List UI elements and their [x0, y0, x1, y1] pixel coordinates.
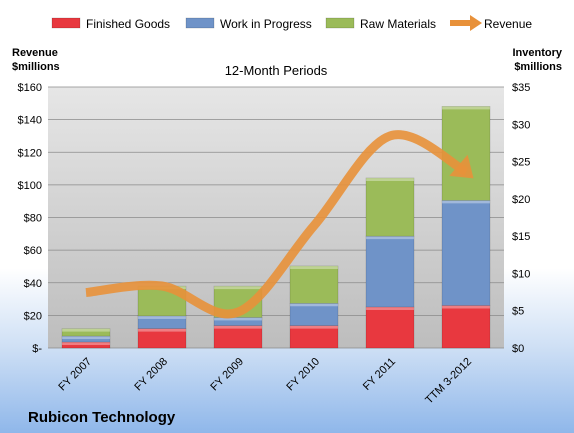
right-tick-label: $35 [512, 82, 530, 94]
x-tick-label: TTM 3-2012 [423, 356, 474, 407]
revenue-arrowhead [449, 154, 474, 179]
bar-highlight [366, 306, 414, 310]
bars [61, 106, 491, 349]
revenue-line-path [85, 130, 469, 319]
right-tick-label: $0 [512, 343, 524, 355]
bar-highlight [214, 325, 262, 329]
legend-item: Raw Materials [325, 17, 436, 31]
company-name: Rubicon Technology [28, 409, 176, 426]
right-tick-label: $20 [512, 194, 530, 206]
bar-work-in-progress [441, 200, 491, 306]
bar-segment [137, 315, 187, 329]
left-tick-label: $20 [24, 310, 42, 322]
bar-highlight [366, 177, 414, 181]
left-axis-title-line2: $millions [12, 61, 60, 73]
bar-raw-materials [289, 265, 339, 304]
bar-raw-materials [365, 177, 415, 237]
bar-raw-materials [441, 106, 491, 201]
left-tick-label: $120 [18, 147, 42, 159]
left-tick-label: $- [32, 343, 42, 355]
legend-label: Finished Goods [86, 17, 170, 31]
x-axis-ticks: FY 2007 FY 2008 FY 2009 FY 2010 FY 2011 TTM 3… [56, 356, 474, 407]
bar-highlight [62, 342, 110, 346]
left-tick-label: $160 [18, 82, 42, 94]
left-axis-ticks: $- $20 $40 $60 $80 $100 $120 $140 $160 [18, 82, 43, 355]
bar-highlight [62, 336, 110, 340]
legend-swatch [51, 17, 81, 29]
revenue-line [85, 130, 474, 319]
left-tick-label: $80 [24, 213, 42, 225]
bar-segment [213, 325, 263, 349]
legend-swatch [185, 17, 215, 29]
left-axis-title-line1: Revenue [12, 47, 58, 59]
bar-highlight [442, 305, 490, 309]
bar-segment [289, 265, 339, 304]
right-tick-label: $5 [512, 306, 524, 318]
bar-highlight [366, 236, 414, 240]
left-tick-label: $140 [18, 115, 42, 127]
right-tick-label: $25 [512, 157, 530, 169]
left-tick-label: $40 [24, 278, 42, 290]
bar-finished-goods [213, 325, 263, 349]
gridlines [48, 86, 504, 349]
bar-segment [365, 306, 415, 349]
legend-item: Finished Goods [51, 17, 170, 31]
legend-label: Work in Progress [220, 17, 312, 31]
x-tick-label: FY 2009 [208, 356, 246, 394]
legend-item: Work in Progress [185, 17, 312, 31]
bar-segment [289, 303, 339, 326]
bar-segment [213, 317, 263, 326]
right-axis-title-line1: Inventory [512, 47, 562, 59]
bar-highlight [138, 315, 186, 319]
bar-segment [441, 305, 491, 349]
bar-segment [365, 177, 415, 237]
x-tick-label: FY 2008 [132, 356, 170, 394]
legend-label: Raw Materials [360, 17, 436, 31]
bar-segment [441, 106, 491, 201]
legend-item: Revenue [450, 15, 532, 31]
bar-highlight [214, 286, 262, 290]
bar-highlight [214, 317, 262, 321]
bar-work-in-progress [289, 303, 339, 326]
right-tick-label: $15 [512, 231, 530, 243]
right-axis-title-line2: $millions [514, 61, 562, 73]
bar-highlight [290, 303, 338, 307]
x-tick-label: FY 2011 [361, 356, 398, 393]
bar-segment [441, 200, 491, 306]
bar-segment [365, 235, 415, 308]
right-axis-ticks: $0 $5 $10 $15 $20 $25 $30 $35 [512, 82, 530, 355]
bar-finished-goods [441, 305, 491, 349]
bar-highlight [62, 328, 110, 332]
legend: Finished Goods Work in Progress Raw Materi… [51, 15, 532, 31]
bar-highlight [442, 106, 490, 110]
bar-finished-goods [365, 306, 415, 349]
bar-highlight [138, 328, 186, 332]
legend-swatch [325, 17, 355, 29]
bar-highlight [442, 200, 490, 204]
bar-raw-materials [137, 285, 187, 317]
bar-segment [61, 335, 111, 343]
bar-segment [61, 328, 111, 337]
bar-finished-goods [289, 325, 339, 349]
bar-segment [289, 325, 339, 349]
legend-arrow-swatch [470, 15, 482, 31]
left-tick-label: $60 [24, 245, 42, 257]
left-tick-label: $100 [18, 180, 42, 192]
bar-raw-materials [61, 328, 111, 337]
x-tick-label: FY 2010 [284, 356, 322, 394]
chart-subtitle: 12-Month Periods [225, 63, 328, 78]
bar-highlight [290, 325, 338, 329]
bar-segment [137, 328, 187, 349]
bar-segment [61, 341, 111, 349]
legend-label: Revenue [484, 17, 532, 31]
bar-highlight [290, 265, 338, 269]
bar-work-in-progress [365, 235, 415, 308]
right-tick-label: $30 [512, 119, 530, 131]
x-tick-label: FY 2007 [56, 356, 94, 394]
right-tick-label: $10 [512, 268, 530, 280]
